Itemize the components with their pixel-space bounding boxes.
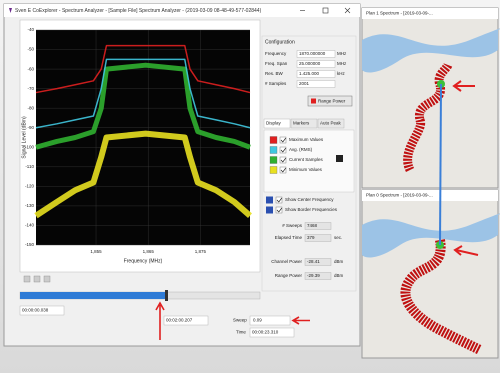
field-unit: MHz	[337, 51, 347, 56]
field-label: # Samples	[265, 81, 287, 86]
config-title: Configuration	[265, 39, 295, 45]
stat-value: 379	[307, 235, 315, 240]
field-label: Frequency	[265, 51, 287, 56]
map-window: Plan 0 Spectrum - [2019-03-09-...	[362, 190, 500, 358]
y-tick-label: -150	[25, 242, 35, 247]
stat-unit: dBm	[334, 259, 344, 264]
link-line	[440, 84, 441, 245]
field-label: Freq. Span	[265, 61, 288, 66]
y-tick-label: -50	[27, 47, 34, 52]
field-unit: kHz	[337, 71, 345, 76]
x-tick-label: 1,865	[143, 249, 155, 254]
time-label: Time	[236, 330, 246, 335]
legend-label: Maximum Values	[289, 137, 324, 142]
tab-label: Auto Peak	[320, 121, 342, 126]
button-icon	[311, 99, 316, 104]
option-label: Show Center Frequency	[285, 197, 334, 202]
stat-label: # Sweeps	[282, 223, 303, 228]
legend-label: Minimum Values	[289, 167, 323, 172]
screenshot: Sven E CoExplorer - Spectrum Analyzer - …	[0, 0, 500, 373]
stat-value: -29.39	[307, 273, 320, 278]
legend-label: Current Samples	[289, 157, 324, 162]
field-label: Res. BW	[265, 71, 284, 76]
map-title: Plan 1 Spectrum - [2019-03-09-...	[366, 11, 433, 16]
y-tick-label: -140	[25, 223, 35, 228]
x-axis-label: Frequency (MHz)	[124, 258, 163, 264]
progress-thumb[interactable]	[165, 290, 168, 301]
y-tick-label: -80	[27, 105, 34, 110]
field-value: 1870.000000	[299, 51, 326, 56]
map-frame	[362, 190, 498, 358]
legend-swatch	[270, 137, 277, 144]
progress-fill	[20, 292, 166, 299]
option-label: Show Border Frequencies	[285, 207, 338, 212]
y-tick-label: -70	[27, 86, 34, 91]
stat-unit: sec.	[334, 235, 342, 240]
color-picker[interactable]	[336, 155, 343, 162]
option-swatch	[266, 207, 273, 214]
field-value: 25.000000	[299, 61, 321, 66]
stat-label: Range Power	[275, 273, 303, 278]
legend-swatch	[270, 157, 277, 164]
window-title: Sven E CoExplorer - Spectrum Analyzer - …	[15, 8, 262, 14]
toolbar-icon[interactable]	[34, 276, 40, 282]
option-swatch	[266, 197, 273, 204]
tab-label: Display	[266, 121, 282, 126]
toolbar-icon[interactable]	[44, 276, 50, 282]
stat-unit: dBm	[334, 273, 344, 278]
stat-value: -28.41	[307, 259, 320, 264]
y-axis-label: Signal Level (dBm)	[21, 116, 27, 159]
y-tick-label: -110	[25, 164, 34, 169]
map-title: Plan 0 Spectrum - [2019-03-09-...	[366, 193, 433, 198]
range-power-label: Range Power	[318, 99, 346, 104]
field-unit: MHz	[337, 61, 347, 66]
map-window: Plan 1 Spectrum - [2019-03-09-...	[362, 8, 500, 188]
stat-label: Elapsed Time	[275, 235, 303, 240]
y-tick-label: -40	[27, 27, 34, 32]
x-tick-label: 1,855	[90, 249, 102, 254]
time-value: 00:00:23.310	[252, 330, 279, 335]
end-time: 00:02:00.207	[166, 318, 193, 323]
y-tick-label: -90	[27, 125, 34, 130]
start-time: 00:00:00.038	[22, 308, 49, 313]
field-value: 2001	[299, 81, 310, 86]
tab-label: Markers	[293, 121, 310, 126]
field-value: 1.425.000	[299, 71, 320, 76]
legend-label: Avg. (RMS)	[289, 147, 313, 152]
sweep-value: 0.09	[253, 318, 262, 323]
y-tick-label: -120	[25, 184, 35, 189]
y-tick-label: -130	[25, 203, 35, 208]
toolbar-icon[interactable]	[24, 276, 30, 282]
legend-swatch	[270, 167, 277, 174]
stat-label: Channel Power	[271, 259, 302, 264]
sweep-label: Sweep	[233, 318, 247, 323]
stat-value: 7468	[307, 223, 318, 228]
y-tick-label: -60	[27, 66, 34, 71]
legend-swatch	[270, 147, 277, 154]
x-tick-label: 1,875	[195, 249, 207, 254]
